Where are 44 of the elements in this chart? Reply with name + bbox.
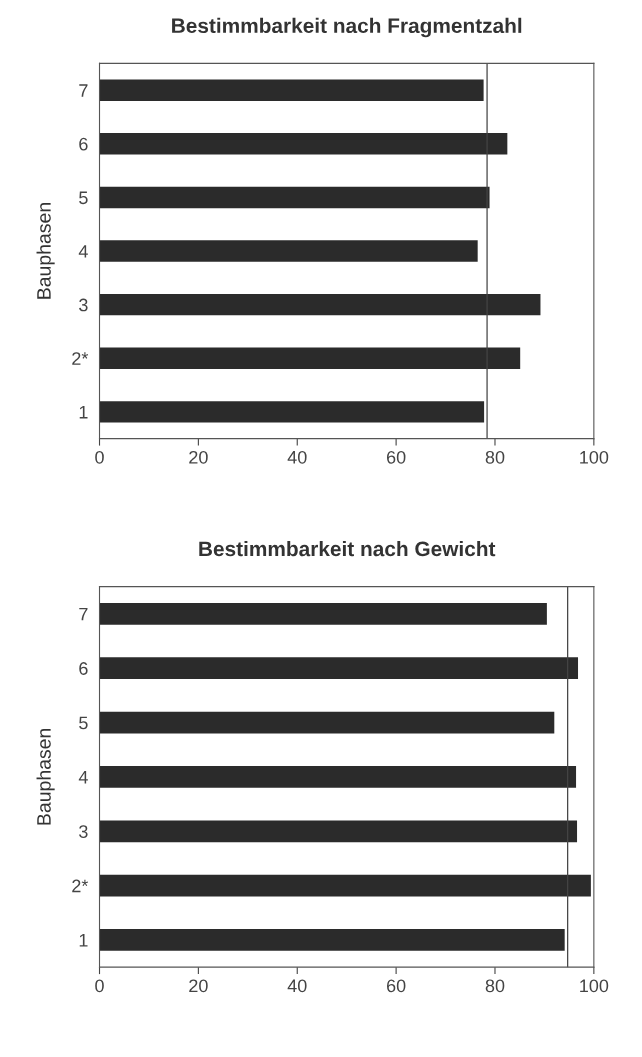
bar [99, 711, 555, 734]
bar [99, 347, 521, 369]
x-tick-label: 60 [386, 979, 406, 993]
x-tick-label: 20 [189, 450, 208, 464]
bar [99, 401, 485, 423]
bar [99, 820, 578, 843]
y-axis-title: Bauphasen [36, 203, 55, 299]
y-tick-label: 3 [79, 825, 88, 838]
y-tick-label: 3 [79, 298, 88, 312]
y-tick-label: 7 [79, 84, 88, 97]
y-tick-label: 2* [72, 352, 89, 365]
x-tick-label: 0 [95, 979, 104, 993]
chart-title: Bestimmbarkeit nach Fragmentzahl [172, 17, 522, 38]
y-tick-label: 4 [78, 245, 88, 258]
bar [99, 293, 541, 316]
y-axis-title: Bauphasen [36, 728, 55, 825]
x-tick-label: 80 [485, 450, 505, 464]
x-tick-label: 40 [287, 979, 307, 993]
x-tick-label: 0 [95, 450, 104, 464]
x-tick-label: 40 [287, 450, 307, 464]
y-tick-label: 6 [79, 137, 88, 151]
y-tick-label: 4 [78, 771, 88, 784]
bar [99, 766, 577, 788]
x-tick-label: 20 [189, 979, 208, 993]
bar [99, 240, 478, 262]
bar [99, 133, 508, 155]
chart-title: Bestimmbarkeit nach Gewicht [199, 540, 496, 557]
y-tick-label: 5 [79, 191, 88, 205]
x-tick-label: 100 [580, 450, 609, 464]
bar [99, 929, 565, 951]
x-tick-label: 80 [485, 979, 505, 993]
bar [99, 79, 484, 101]
y-tick-label: 5 [79, 716, 88, 730]
x-tick-label: 60 [386, 450, 406, 464]
bar [99, 602, 547, 625]
y-tick-label: 2* [72, 879, 89, 893]
y-tick-label: 6 [79, 662, 88, 675]
y-tick-label: 1 [79, 934, 88, 947]
y-tick-label: 7 [79, 607, 88, 621]
bar [99, 186, 490, 209]
x-tick-label: 100 [580, 979, 609, 993]
bar [99, 874, 591, 897]
y-tick-label: 1 [79, 405, 88, 419]
bar [99, 657, 579, 680]
